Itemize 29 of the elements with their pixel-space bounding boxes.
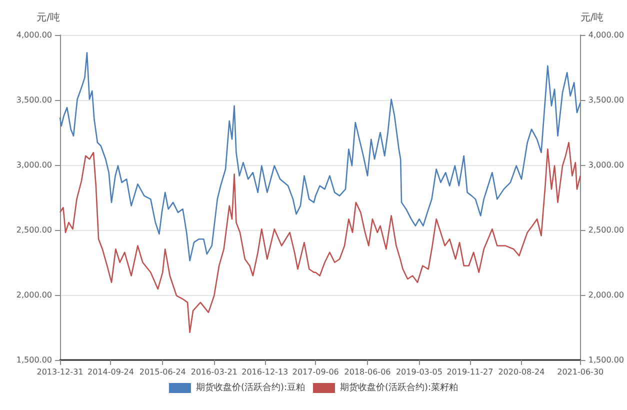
line-series <box>59 142 582 333</box>
x-tick-label: 2014-09-24 <box>87 368 134 376</box>
x-tick-label: 2019-03-05 <box>396 368 442 376</box>
y-tick-label: 3,000.00 <box>16 160 52 170</box>
line-series <box>59 52 582 262</box>
x-tick-label: 2015-06-24 <box>139 368 186 376</box>
x-tick-label: 2013-12-31 <box>36 368 84 376</box>
y2-tick-label: 3,000.00 <box>588 160 624 170</box>
y-tick-label: 3,500.00 <box>16 96 52 104</box>
y2-tick-label: 4,000.00 <box>588 30 624 40</box>
legend-label: 期货收盘价(活跃合约):菜籽粕 <box>340 382 458 393</box>
x-tick-label: 2016-12-13 <box>242 368 288 376</box>
y2-tick-label: 1,500.00 <box>588 356 624 364</box>
x-tick-label: 2021-06-30 <box>557 368 604 376</box>
y-tick-label: 1,500.00 <box>16 356 52 364</box>
y-tick-label: 2,500.00 <box>16 226 52 234</box>
y2-tick-label: 3,500.00 <box>588 96 624 104</box>
y-tick-label: 2,000.00 <box>16 290 52 300</box>
legend-label: 期货收盘价(活跃合约):豆粕 <box>196 382 306 393</box>
x-tick-label: 2016-03-21 <box>190 368 238 376</box>
y2-tick-label: 2,000.00 <box>588 290 624 300</box>
y-tick-label: 4,000.00 <box>16 30 52 40</box>
x-tick-label: 2020-08-24 <box>498 368 545 376</box>
x-tick-label: 2018-06-06 <box>344 368 391 376</box>
y-axis-title: 元/吨 <box>36 12 60 24</box>
y2-tick-label: 2,500.00 <box>588 226 624 234</box>
x-tick-label: 2019-11-27 <box>446 368 494 376</box>
x-tick-label: 2017-09-06 <box>292 368 339 376</box>
y2-axis-title: 元/吨 <box>580 12 604 24</box>
